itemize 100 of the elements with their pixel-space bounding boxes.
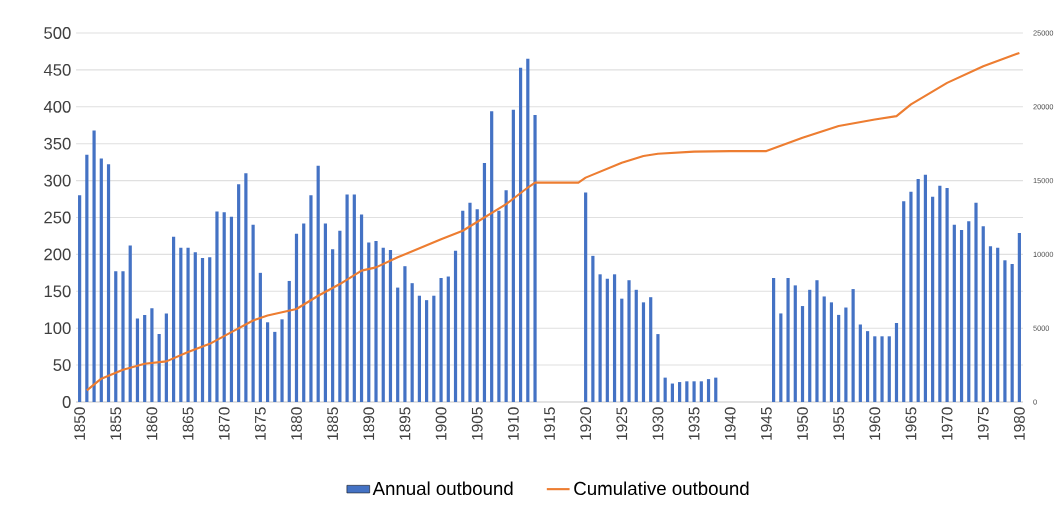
bar (706, 379, 711, 402)
x-tick-label: 1930 (652, 407, 664, 440)
x-tick-label: 1980 (1013, 407, 1025, 440)
bar (909, 191, 913, 402)
bar (591, 255, 595, 402)
bar (533, 114, 537, 402)
bar (280, 319, 284, 402)
bar (92, 130, 96, 402)
bar (837, 314, 841, 402)
y-tick-label: 250 (44, 211, 71, 224)
bar (808, 289, 812, 402)
bar (511, 109, 515, 402)
x-tick-label: 1910 (507, 407, 519, 440)
x-tick-label: 1935 (688, 407, 700, 440)
x-tick-label: 1960 (869, 407, 881, 440)
bar (894, 323, 899, 402)
bar (338, 230, 342, 402)
x-tick-label: 1885 (327, 407, 339, 440)
y-tick-label: 50 (53, 359, 71, 371)
bar (410, 283, 414, 402)
bar (446, 276, 450, 402)
bar (685, 381, 689, 402)
y-tick-label: 100 (44, 322, 71, 335)
bar (316, 165, 320, 402)
bar (880, 336, 884, 402)
bar (952, 224, 956, 402)
bar (656, 334, 660, 402)
bar (179, 247, 183, 402)
y-tick-label: 0 (62, 396, 71, 408)
y-tick-label: 150 (44, 285, 71, 298)
bar (381, 247, 385, 402)
x-tick-label: 1895 (399, 407, 411, 440)
bar (345, 194, 349, 402)
bar (714, 377, 718, 402)
bar (251, 224, 255, 402)
bar (388, 249, 393, 402)
bar (229, 216, 234, 402)
bar (641, 302, 646, 402)
x-tick-label: 1880 (291, 407, 302, 440)
bar (858, 324, 862, 402)
bar (584, 192, 588, 402)
x-tick-label: 1970 (941, 407, 953, 440)
bar (620, 298, 624, 402)
bar (114, 271, 118, 402)
bar (352, 194, 356, 402)
bar (244, 173, 248, 402)
bar (323, 223, 328, 402)
bar (222, 212, 226, 402)
bar (128, 245, 132, 402)
bar (504, 190, 508, 402)
bar (396, 287, 400, 402)
bar (800, 306, 805, 402)
bar (923, 174, 928, 402)
bar (475, 209, 479, 402)
x-tick-label: 1890 (363, 407, 375, 440)
bar (772, 278, 776, 402)
bar (974, 202, 978, 402)
x-tick-label: 1965 (905, 407, 917, 440)
x-tick-label: 1905 (471, 407, 483, 440)
bar (482, 162, 487, 402)
bar (417, 295, 421, 402)
y-tick-label: 350 (44, 137, 71, 150)
bar (692, 381, 696, 402)
bar (887, 336, 891, 402)
bar (78, 195, 82, 402)
bar (453, 250, 458, 402)
bar (425, 300, 429, 402)
bar (461, 210, 465, 402)
bar (121, 271, 125, 402)
bar (815, 280, 819, 402)
bar (526, 58, 530, 402)
bar (996, 247, 1000, 402)
bar (135, 318, 140, 402)
bar (106, 164, 111, 402)
bar (193, 252, 197, 402)
x-tick-label: 1945 (760, 407, 772, 440)
bar (670, 383, 674, 402)
bar (938, 185, 942, 402)
x-tick-label: 1920 (580, 407, 592, 440)
bar (959, 230, 964, 402)
bar (200, 258, 205, 402)
y-tick-label: 450 (43, 64, 71, 76)
bar (1017, 232, 1021, 402)
bar (302, 223, 306, 402)
y-tick-label: 400 (43, 100, 71, 113)
bar (367, 242, 371, 402)
bar (988, 246, 993, 402)
bar (967, 221, 971, 402)
bar (237, 184, 241, 402)
bar (215, 211, 219, 402)
y-tick-label: 200 (44, 248, 71, 261)
bar (497, 210, 501, 402)
bar (634, 289, 638, 402)
bar (678, 382, 682, 402)
bar (598, 274, 602, 402)
legend-label: Annual outbound (372, 481, 513, 496)
bar (605, 278, 609, 402)
bar (851, 289, 855, 402)
bar (518, 67, 523, 402)
bar (99, 158, 103, 402)
